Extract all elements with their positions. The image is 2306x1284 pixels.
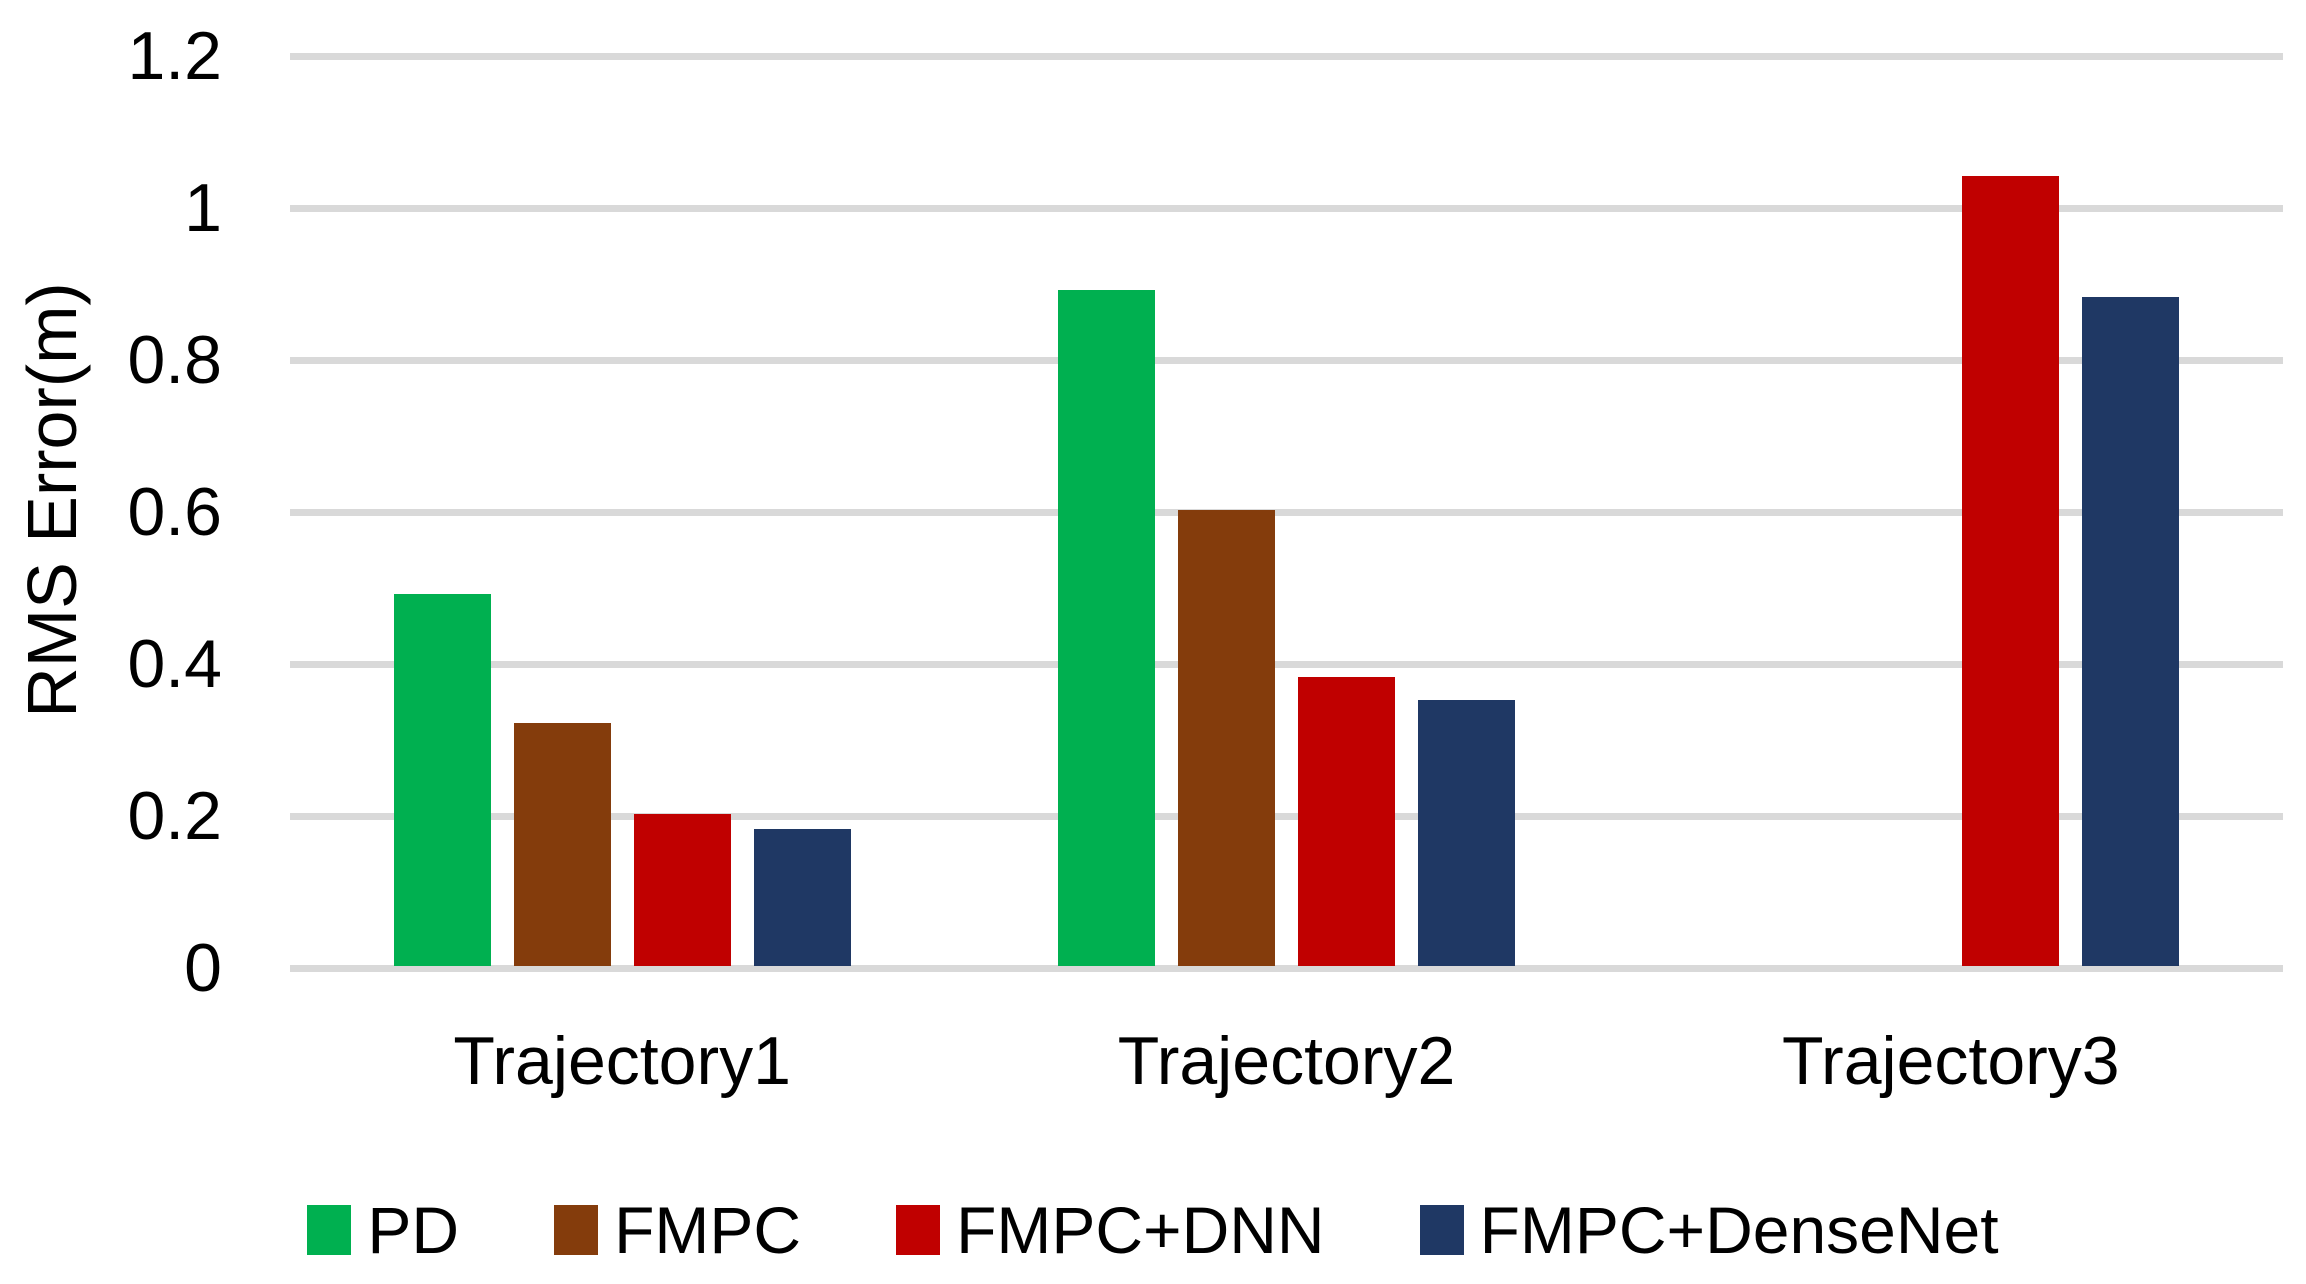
legend-label: FMPC: [614, 1193, 802, 1267]
y-tick-label: 0.2: [127, 778, 222, 854]
y-tick-label: 0.4: [127, 626, 222, 702]
y-tick-label: 0.8: [127, 322, 222, 398]
bar-FMPC+DNN-Trajectory1: [633, 814, 731, 966]
gridline: [290, 964, 2283, 972]
plot-area: [290, 52, 2283, 972]
legend-swatch-icon: [554, 1205, 599, 1255]
gridline: [290, 508, 2283, 516]
legend-item: FMPC: [554, 1192, 801, 1268]
bar-FMPC+DenseNet-Trajectory2: [1418, 700, 1515, 966]
legend-item: FMPC+DNN: [896, 1192, 1325, 1268]
bar-FMPC-Trajectory1: [513, 722, 611, 966]
legend-item: PD: [307, 1192, 459, 1268]
bar-FMPC+DNN-Trajectory3: [1962, 175, 2060, 966]
bar-FMPC+DenseNet-Trajectory3: [2082, 297, 2180, 966]
legend-swatch-icon: [1419, 1205, 1464, 1255]
legend-label: FMPC+DenseNet: [1479, 1193, 1999, 1267]
gridline: [290, 812, 2283, 820]
x-category-label: Trajectory2: [1117, 1023, 1456, 1099]
legend-label: FMPC+DNN: [956, 1193, 1325, 1267]
legend: PD FMPC FMPC+DNN FMPC+DenseNet: [0, 1192, 2306, 1268]
bar-FMPC+DenseNet-Trajectory1: [753, 829, 851, 966]
legend-item: FMPC+DenseNet: [1419, 1192, 1999, 1268]
y-tick-label: 1: [184, 170, 222, 246]
y-tick-label: 0.6: [127, 474, 222, 550]
gridline: [290, 204, 2283, 212]
gridline: [290, 660, 2283, 668]
gridline: [290, 356, 2283, 364]
bar-FMPC-Trajectory2: [1178, 510, 1275, 966]
bar-PD-Trajectory2: [1058, 289, 1155, 966]
gridline: [290, 52, 2283, 60]
y-tick-label: 1.2: [127, 18, 222, 94]
bar-PD-Trajectory1: [393, 593, 491, 966]
legend-swatch-icon: [307, 1205, 352, 1255]
y-tick-label: 0: [184, 930, 222, 1006]
bar-FMPC+DNN-Trajectory2: [1298, 677, 1395, 966]
legend-label: PD: [367, 1193, 460, 1267]
legend-swatch-icon: [896, 1205, 941, 1255]
x-category-label: Trajectory1: [453, 1023, 791, 1099]
x-category-label: Trajectory3: [1782, 1023, 2120, 1099]
